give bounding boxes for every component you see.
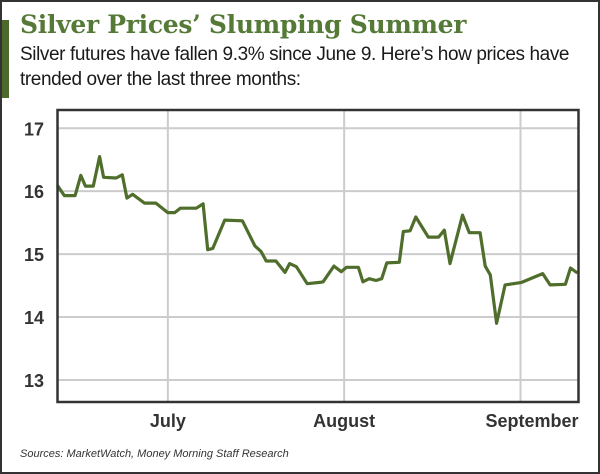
source-note: Sources: MarketWatch, Money Morning Staf… (20, 448, 289, 460)
plot-area-border (56, 108, 580, 404)
chart-subtitle: Silver futures have fallen 9.3% since Ju… (20, 44, 570, 90)
y-tick-label: 16 (24, 182, 44, 202)
gridlines (57, 110, 579, 402)
x-tick-label: September (485, 411, 578, 431)
x-axis-ticks: July August September (150, 411, 579, 431)
y-tick-label: 15 (24, 245, 44, 265)
y-tick-label: 13 (24, 371, 44, 391)
y-tick-label: 17 (24, 119, 44, 139)
y-axis-ticks: 13 14 15 16 17 (24, 119, 44, 391)
chart-title: Silver Prices’ Slumping Summer (20, 10, 467, 39)
series-line-silver (56, 155, 579, 325)
x-tick-label: July (150, 411, 186, 431)
title-accent-bar (2, 20, 9, 98)
x-tick-label: August (313, 411, 375, 431)
y-tick-label: 14 (24, 308, 44, 328)
